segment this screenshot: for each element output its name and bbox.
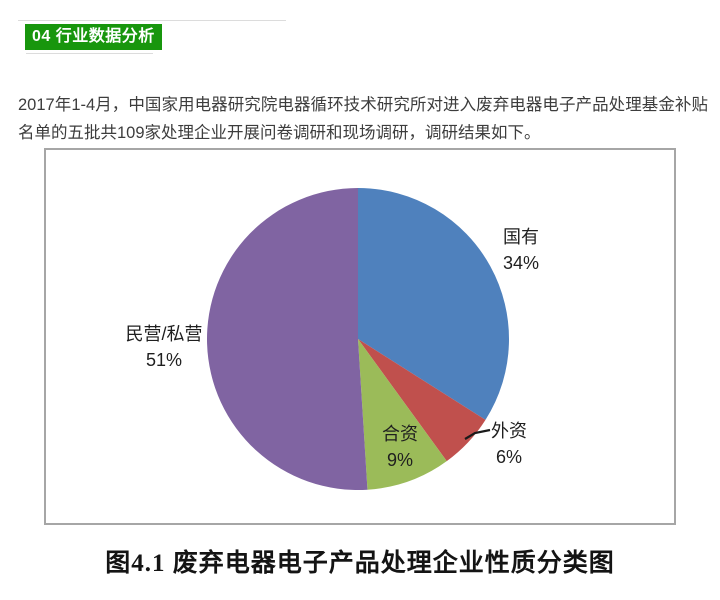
- pie-slices: [206, 188, 510, 490]
- top-divider-line: [18, 20, 286, 21]
- label-private-pct: 51%: [145, 350, 183, 370]
- label-foreign-funded-name: 外资: [491, 421, 527, 441]
- label-foreign-funded-pct: 6%: [495, 447, 522, 467]
- pie-svg: [206, 188, 510, 490]
- pie-chart-figure: 国有 34% 民营/私营 51% 合资 9% 外资 6%: [44, 148, 676, 525]
- pie-slice-private: [206, 188, 368, 490]
- intro-paragraph: 2017年1-4月，中国家用电器研究院电器循环技术研究所对进入废弃电器电子产品处…: [18, 95, 708, 142]
- callout-line: [464, 428, 491, 440]
- pie-slice-foreign-funded: [358, 339, 486, 462]
- label-joint-venture-name: 合资: [382, 424, 418, 444]
- pie-slice-state-owned: [358, 188, 510, 420]
- label-state-owned-name: 国有: [503, 227, 539, 247]
- label-joint-venture-pct: 9%: [386, 450, 413, 470]
- label-state-owned: 国有 34%: [503, 224, 539, 276]
- label-foreign-funded: 外资 6%: [476, 418, 542, 470]
- label-state-owned-pct: 34%: [503, 253, 540, 273]
- label-joint-venture: 合资 9%: [370, 421, 430, 473]
- figure-caption: 图4.1 废弃电器电子产品处理企业性质分类图: [105, 550, 615, 577]
- label-private-name: 民营/私营: [125, 324, 203, 344]
- section-badge: 04 行业数据分析: [25, 24, 162, 50]
- badge-underline: [26, 53, 153, 54]
- pie-slice-joint-venture: [358, 339, 447, 490]
- label-private: 民营/私营 51%: [114, 321, 214, 373]
